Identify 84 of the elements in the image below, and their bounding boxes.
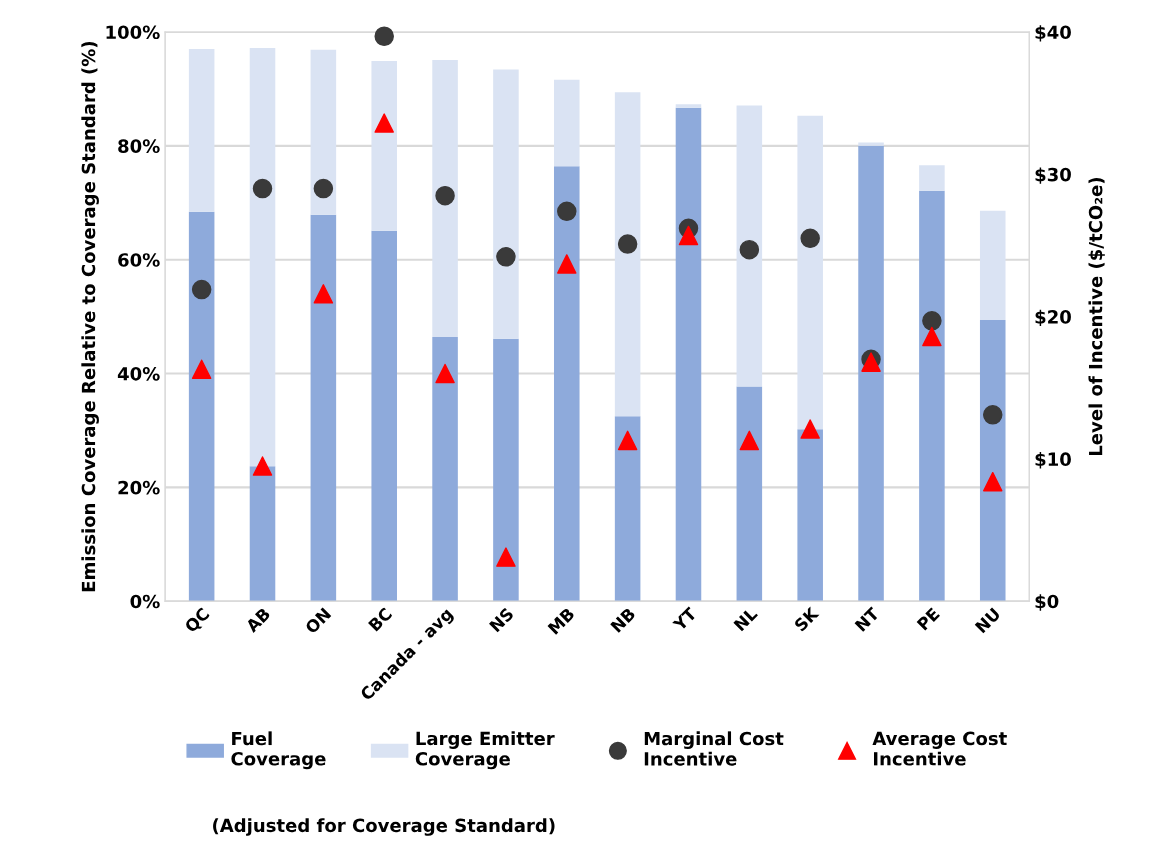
point	[313, 284, 334, 304]
bar	[432, 337, 458, 602]
bar	[919, 165, 945, 191]
bar	[310, 49, 337, 215]
y-tick-label: 100%	[106, 25, 160, 40]
bar	[493, 338, 519, 602]
bar	[736, 105, 763, 387]
point	[374, 26, 394, 47]
y2-axis-title: Level of Incentive ($/tCO₂e)	[1088, 177, 1105, 456]
point	[557, 201, 577, 222]
point	[617, 234, 638, 254]
point	[557, 254, 577, 274]
bar	[675, 104, 702, 108]
point	[252, 456, 273, 476]
y2-tick-label: $30	[1035, 167, 1071, 184]
point	[678, 225, 699, 246]
y-tick-label: 80%	[118, 139, 160, 153]
x-tick-label: MB	[547, 607, 575, 635]
bar	[188, 49, 215, 212]
bar	[188, 211, 215, 602]
point	[739, 239, 760, 260]
bar	[979, 210, 1006, 321]
y-tick-label: 60%	[118, 253, 160, 267]
x-tick-label: PE	[916, 607, 940, 631]
point	[982, 405, 1003, 425]
point	[496, 547, 516, 567]
bar	[858, 142, 884, 146]
x-tick-label: NT	[854, 606, 880, 632]
y-axis-title: Emission Coverage Relative to Coverage Standard (%)	[81, 41, 99, 592]
point	[374, 113, 394, 133]
point	[252, 178, 273, 199]
point	[313, 178, 334, 199]
bar	[371, 61, 397, 231]
y2-tick-label: $40	[1035, 25, 1071, 42]
y2-tick-label: $0	[1035, 594, 1059, 611]
text: (Adjusted for Coverage Standard)	[213, 818, 555, 836]
bar	[554, 79, 580, 167]
y-tick-label: 0%	[130, 594, 160, 609]
x-tick-label: BC	[367, 607, 393, 632]
point	[982, 471, 1003, 492]
point	[922, 326, 942, 347]
x-tick-label: SK	[793, 605, 820, 632]
point	[435, 185, 455, 206]
y-tick-label: 40%	[117, 366, 160, 381]
point	[496, 247, 516, 267]
bar	[797, 115, 823, 430]
bar	[675, 107, 702, 602]
legend-label: Marginal Cost Incentive	[644, 731, 784, 766]
y2-tick-label: $20	[1035, 309, 1071, 327]
bar	[858, 145, 884, 602]
x-tick-label: QC	[183, 607, 212, 635]
point	[800, 419, 820, 439]
x-tick-label: YT	[672, 606, 698, 632]
y-tick-label: 20%	[118, 480, 160, 495]
x-tick-label: AB	[244, 607, 271, 634]
x-tick-label: NU	[974, 607, 1001, 634]
x-tick-label: ON	[304, 607, 332, 635]
bar	[493, 69, 519, 339]
y2-tick-label: $10	[1035, 452, 1071, 469]
legend-label: Large Emitter Coverage	[415, 731, 555, 770]
legend-label: Fuel Coverage	[231, 731, 326, 770]
bar	[554, 166, 580, 602]
bar	[979, 320, 1006, 602]
point	[739, 430, 760, 451]
point	[435, 363, 455, 384]
point	[617, 430, 638, 451]
bar	[310, 214, 337, 602]
bar	[614, 92, 641, 417]
x-tick-label: NL	[733, 606, 758, 632]
legend-label: Average Cost Incentive	[872, 731, 1007, 766]
point	[191, 359, 212, 379]
bar	[614, 416, 641, 602]
point	[191, 279, 212, 300]
bar	[249, 47, 276, 467]
bar	[371, 230, 397, 602]
point	[800, 228, 820, 249]
bar	[797, 429, 823, 602]
bar	[432, 59, 458, 338]
bar	[249, 466, 276, 602]
bar	[736, 386, 763, 602]
x-tick-label: NB	[610, 607, 636, 633]
point	[922, 311, 942, 331]
bar	[919, 190, 945, 602]
x-tick-label: NS	[488, 607, 515, 633]
